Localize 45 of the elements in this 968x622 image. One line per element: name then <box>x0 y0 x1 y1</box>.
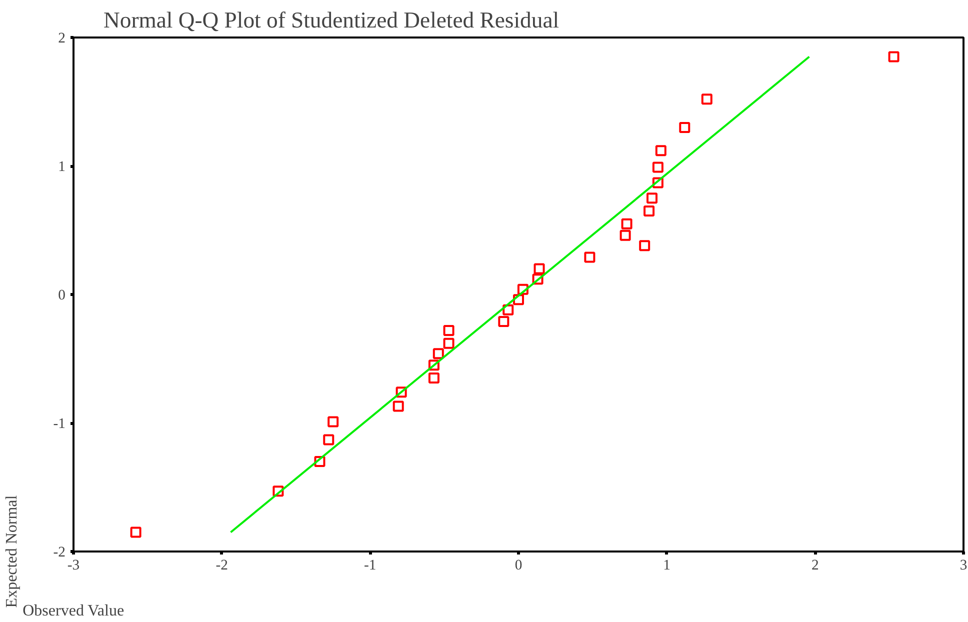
point <box>443 324 454 336</box>
point <box>272 486 284 497</box>
x-tick-label: -2 <box>216 558 228 574</box>
point <box>432 348 444 360</box>
y-tick-label: 1 <box>58 159 66 175</box>
point <box>620 230 631 241</box>
x-tick-label: 0 <box>514 558 522 574</box>
point <box>534 263 545 274</box>
point <box>888 51 900 62</box>
x-tick-label: 2 <box>812 558 819 574</box>
point <box>584 252 596 263</box>
point <box>392 400 404 412</box>
point <box>513 294 524 306</box>
point <box>644 205 655 216</box>
x-tick-label: 1 <box>663 558 670 574</box>
y-tick-label: 2 <box>58 30 66 46</box>
chart-title: Normal Q-Q Plot of Studentized Deleted Residual <box>104 8 560 32</box>
point <box>639 240 650 252</box>
y-tick-label: -2 <box>53 544 66 560</box>
point <box>498 316 510 327</box>
point <box>396 386 407 398</box>
point <box>652 162 664 173</box>
point <box>428 360 440 371</box>
x-tick-label: -1 <box>364 558 376 574</box>
point <box>652 177 664 188</box>
point <box>130 526 142 538</box>
y-axis-title: Expected Normal <box>3 494 20 608</box>
point <box>701 94 712 105</box>
x-tick-label: -3 <box>67 558 80 574</box>
x-tick-label: 3 <box>960 558 968 574</box>
point <box>621 218 632 230</box>
point <box>532 274 544 285</box>
point <box>502 304 514 316</box>
y-tick-label: 0 <box>58 288 66 304</box>
y-tick-label: -1 <box>53 416 66 432</box>
point <box>314 456 326 468</box>
point <box>655 145 666 156</box>
point <box>517 284 528 295</box>
point <box>679 122 690 133</box>
x-axis-title: Observed Value <box>22 602 124 620</box>
point <box>323 434 334 446</box>
point <box>328 416 339 428</box>
point <box>443 338 454 349</box>
point <box>428 372 440 384</box>
point <box>646 192 658 204</box>
